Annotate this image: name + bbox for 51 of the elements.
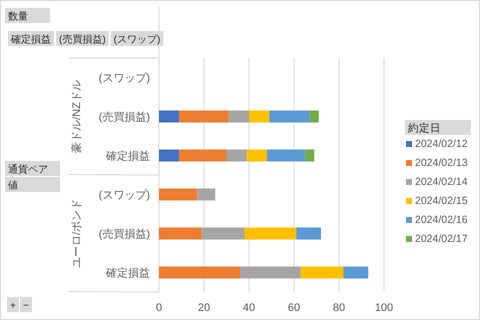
- bar: [228, 110, 249, 122]
- bar: [344, 266, 368, 278]
- bar: [300, 266, 344, 278]
- bar: [159, 110, 180, 122]
- button: 値: [5, 177, 60, 192]
- bar: [159, 228, 202, 240]
- bar: [197, 188, 216, 200]
- legend-label: 2024/02/17: [415, 233, 468, 245]
- y-tick-label: (スワップ): [98, 72, 150, 84]
- button: (スワップ): [110, 31, 164, 46]
- y-tick-label: 確定損益: [105, 150, 150, 162]
- bar: [296, 228, 321, 240]
- bar: [310, 110, 319, 122]
- bar: [269, 110, 310, 122]
- bar: [305, 150, 314, 162]
- x-tick-label: 0: [156, 302, 162, 314]
- legend-label: 2024/02/14: [415, 176, 468, 188]
- legend-label: 2024/02/16: [415, 214, 468, 226]
- legend-label: 2024/02/12: [415, 138, 468, 150]
- y-tick-label: (売買損益): [98, 228, 150, 240]
- x-tick-label: 80: [332, 302, 346, 314]
- x-tick-label: 20: [198, 302, 210, 314]
- button: −: [20, 297, 32, 312]
- bar: [179, 110, 229, 122]
- x-tick-label: 40: [242, 302, 256, 314]
- bar: [179, 150, 226, 162]
- bar: [159, 266, 240, 278]
- button: (売買損益): [56, 31, 109, 46]
- bar: [267, 150, 306, 162]
- text: 豪ドル/NZドル: [70, 80, 83, 153]
- bar: [159, 150, 180, 162]
- bar: [246, 150, 267, 162]
- x-tick-label: 100: [374, 302, 394, 314]
- bar: [249, 110, 270, 122]
- bar: [240, 266, 301, 278]
- x-tick-label: 60: [288, 302, 300, 314]
- legend-label: 2024/02/13: [415, 157, 468, 169]
- y-tick-label: 確定損益: [105, 266, 150, 280]
- button: +: [7, 297, 19, 312]
- bar: [202, 228, 244, 240]
- bar: [226, 150, 247, 162]
- y-tick-label: (スワップ): [98, 188, 150, 202]
- legend-title: 約定日: [408, 122, 441, 134]
- text: ユーロ/ポンド: [71, 198, 83, 268]
- button: 確定損益: [8, 31, 54, 46]
- button: 数量: [5, 8, 50, 23]
- legend-label: 2024/02/15: [415, 195, 468, 207]
- button: 通貨ペア: [5, 161, 60, 176]
- bar: [244, 228, 296, 240]
- y-tick-label: (売買損益): [98, 110, 150, 124]
- bar: [159, 188, 198, 200]
